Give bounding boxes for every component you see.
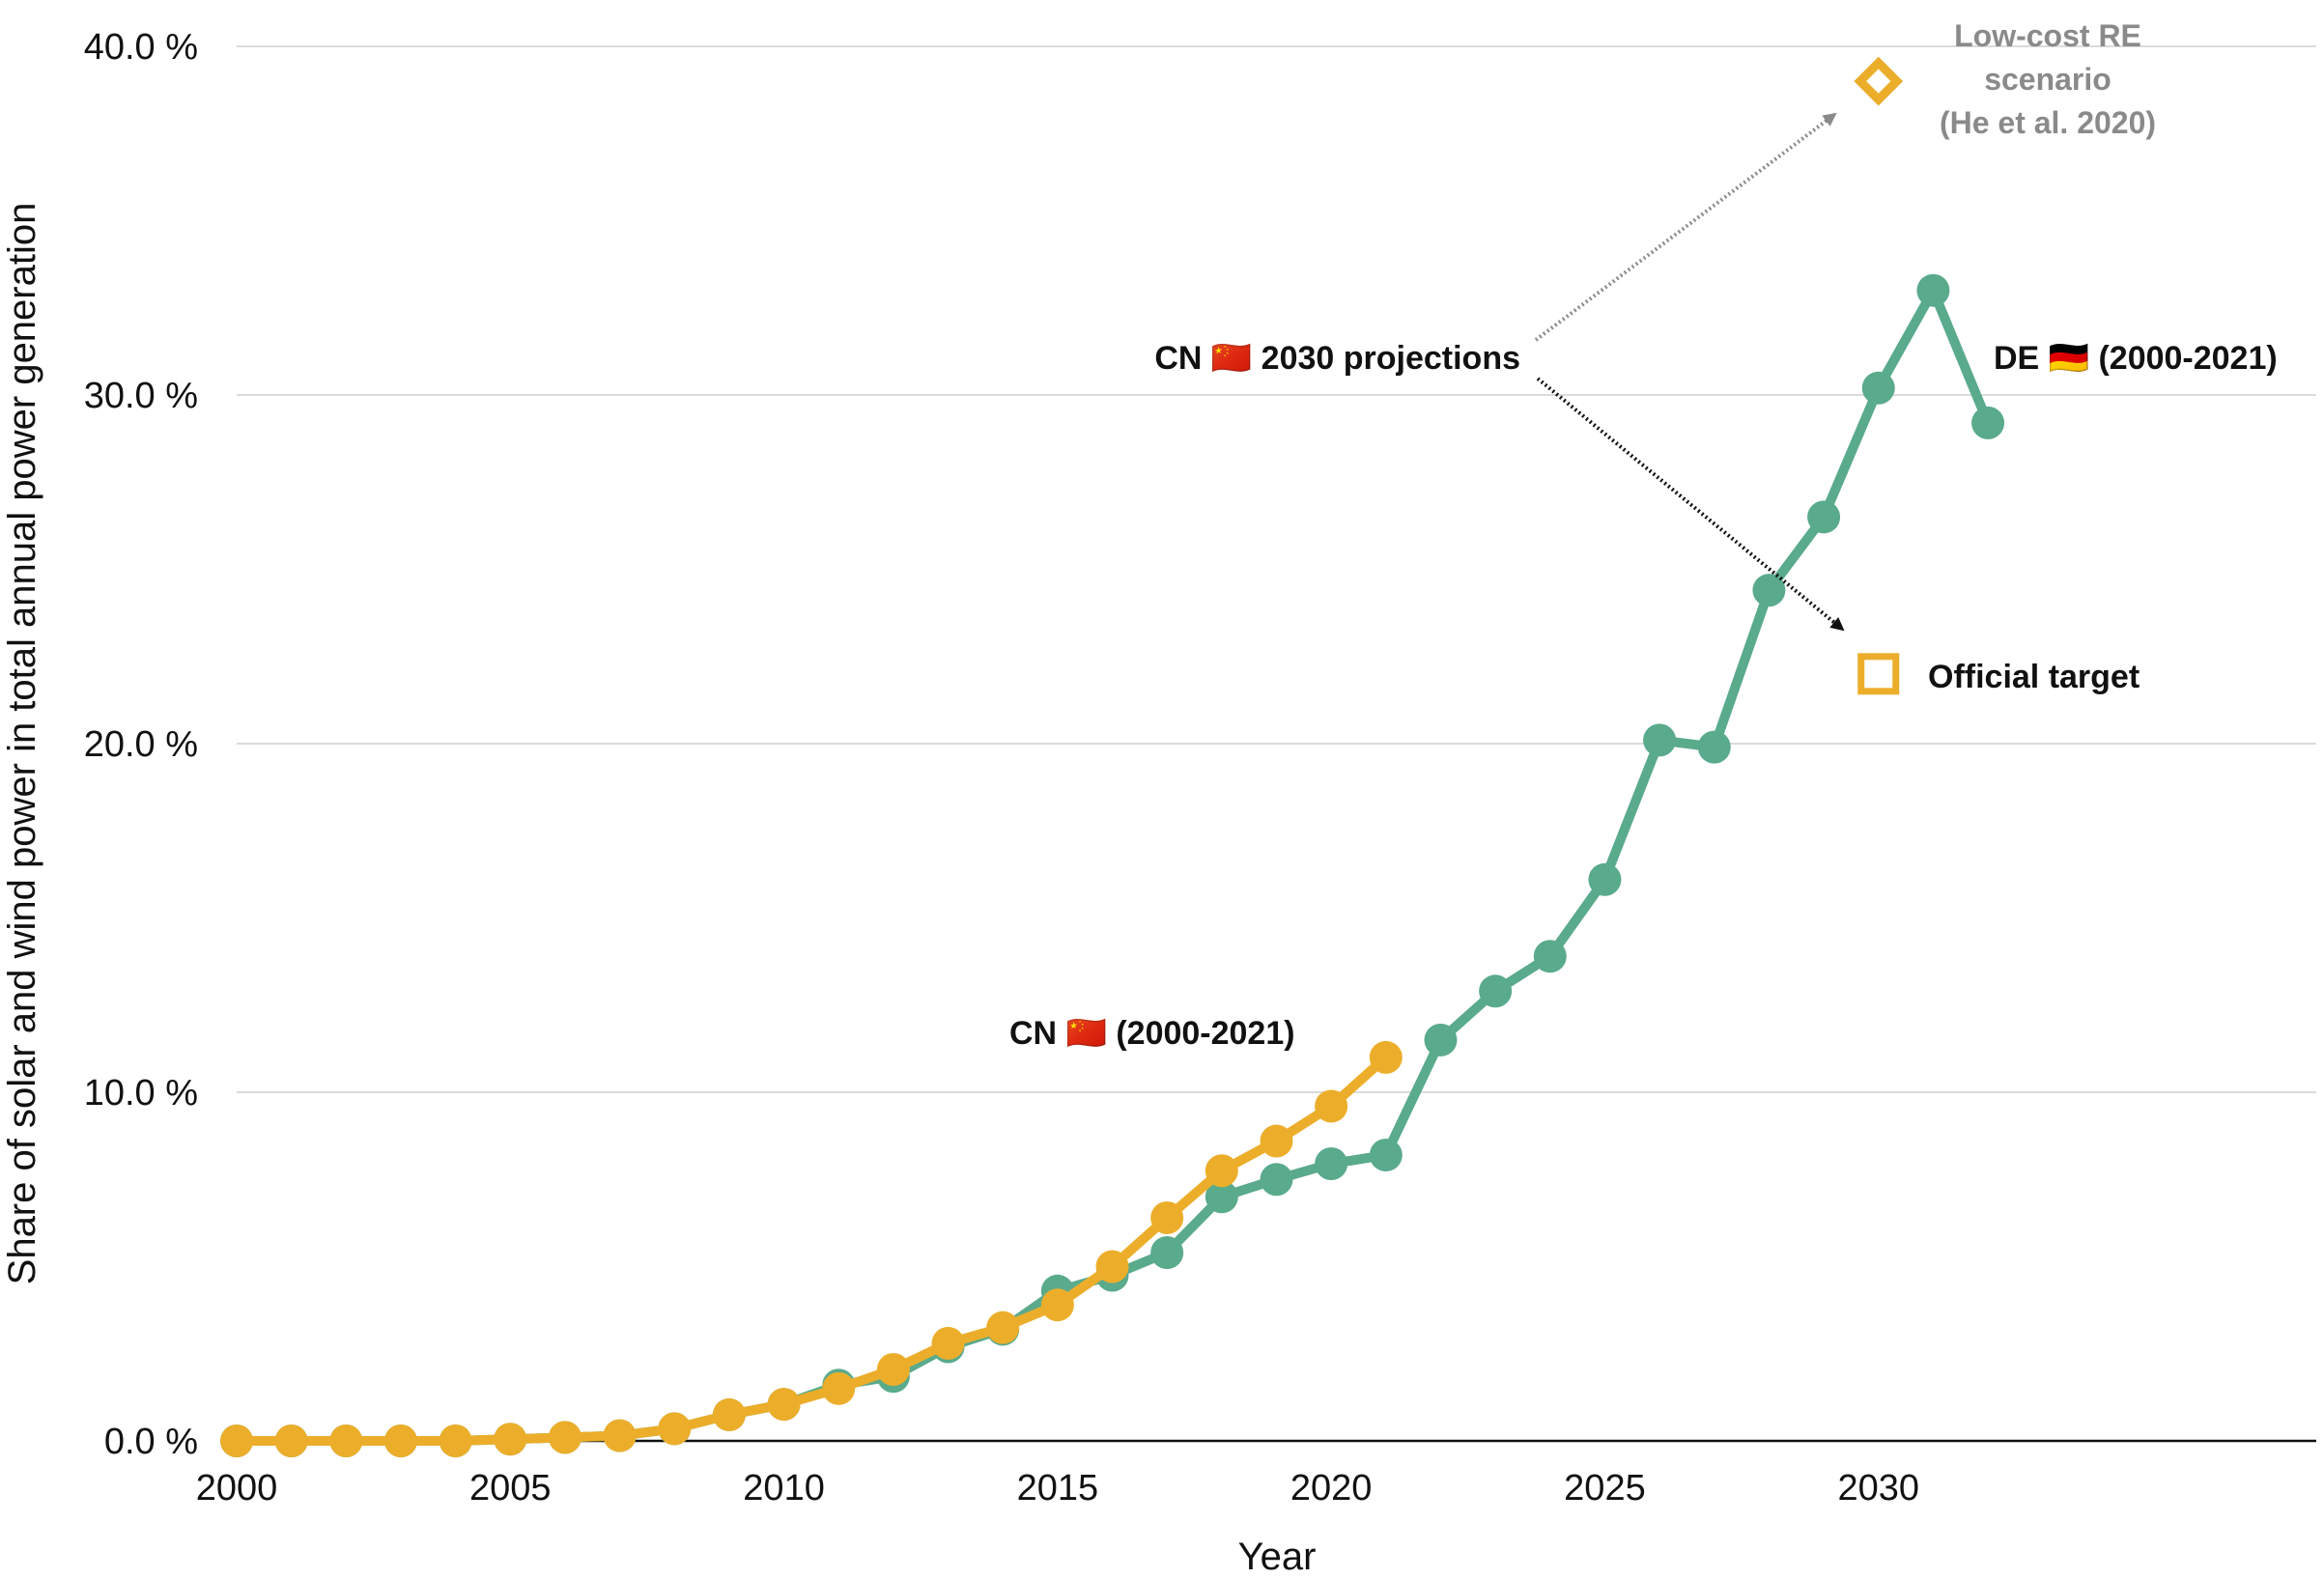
data-point: [220, 1424, 253, 1457]
data-point: [1971, 406, 2005, 439]
data-point: [1205, 1180, 1238, 1214]
x-axis-ticks: 2000 2005 2010 2015 2020 2025 2030: [196, 1468, 1919, 1509]
cn-series-label: CN 🇨🇳 (2000-2021): [1009, 1015, 1295, 1052]
series-layer: [220, 273, 2005, 1457]
arrow-to-lowcost-scenario: [1534, 112, 1837, 342]
data-point: [1205, 1154, 1238, 1188]
x-tick-label: 2000: [196, 1468, 278, 1509]
data-point: [822, 1371, 856, 1405]
data-point: [1260, 1124, 1293, 1158]
x-tick-label: 2025: [1564, 1468, 1646, 1509]
data-point: [439, 1424, 472, 1457]
de-series-label: DE 🇩🇪 (2000-2021): [1994, 340, 2278, 377]
data-point: [1369, 1138, 1403, 1171]
data-point: [329, 1424, 363, 1457]
y-axis-title: Share of solar and wind power in total a…: [1, 203, 43, 1285]
data-point: [931, 1326, 965, 1360]
x-axis-title: Year: [1238, 1536, 1317, 1578]
data-point: [712, 1397, 746, 1431]
data-point: [1040, 1288, 1074, 1322]
official-target-marker: [1857, 653, 1900, 695]
data-point: [1150, 1200, 1184, 1234]
lowcost-scenario-marker: [1854, 56, 1904, 106]
data-point: [1643, 723, 1677, 757]
data-point: [1588, 862, 1622, 896]
data-point: [1369, 1040, 1403, 1074]
grid-lines: [237, 45, 2316, 1093]
y-tick-label: 20.0 %: [84, 724, 198, 765]
data-point: [274, 1424, 308, 1457]
data-point: [383, 1424, 417, 1457]
data-point: [1150, 1236, 1184, 1270]
y-axis-ticks: 0.0 % 10.0 % 20.0 % 30.0 % 40.0 %: [84, 27, 198, 1462]
y-tick-label: 40.0 %: [84, 27, 198, 68]
lowcost-scenario-label-line2: scenario: [1984, 62, 2111, 97]
x-tick-label: 2020: [1290, 1468, 1373, 1509]
data-point: [986, 1311, 1020, 1344]
data-point: [1260, 1163, 1293, 1197]
x-tick-label: 2005: [469, 1468, 552, 1509]
data-point: [1424, 1023, 1458, 1057]
data-point: [1315, 1147, 1348, 1181]
y-tick-label: 10.0 %: [84, 1073, 198, 1114]
data-point: [1479, 974, 1513, 1008]
x-tick-label: 2010: [743, 1468, 825, 1509]
lowcost-scenario-label-line3: (He et al. 2020): [1940, 105, 2156, 140]
data-point: [658, 1412, 692, 1446]
projection-markers: [1854, 56, 1904, 695]
data-point: [603, 1419, 637, 1452]
lowcost-scenario-label-line1: Low-cost RE: [1954, 18, 2141, 53]
series-cn: [220, 1040, 1403, 1457]
data-point: [548, 1421, 581, 1454]
data-point: [494, 1423, 527, 1456]
data-point: [1807, 500, 1841, 534]
data-point: [767, 1388, 801, 1422]
official-target-label: Official target: [1928, 659, 2140, 695]
x-tick-label: 2030: [1837, 1468, 1919, 1509]
data-point: [1533, 940, 1567, 973]
x-tick-label: 2015: [1017, 1468, 1099, 1509]
data-point: [1315, 1089, 1348, 1123]
y-tick-label: 30.0 %: [84, 376, 198, 416]
data-point: [1861, 371, 1895, 405]
arrow-to-official-target: [1536, 377, 1845, 632]
data-point: [1095, 1250, 1129, 1283]
data-point: [1752, 574, 1786, 607]
series-line: [232, 1052, 1391, 1446]
data-point: [876, 1352, 910, 1386]
data-point: [1697, 730, 1731, 764]
cn-projections-label: CN 🇨🇳 2030 projections: [1154, 340, 1520, 377]
data-point: [1916, 273, 1950, 307]
y-tick-label: 0.0 %: [104, 1422, 198, 1462]
